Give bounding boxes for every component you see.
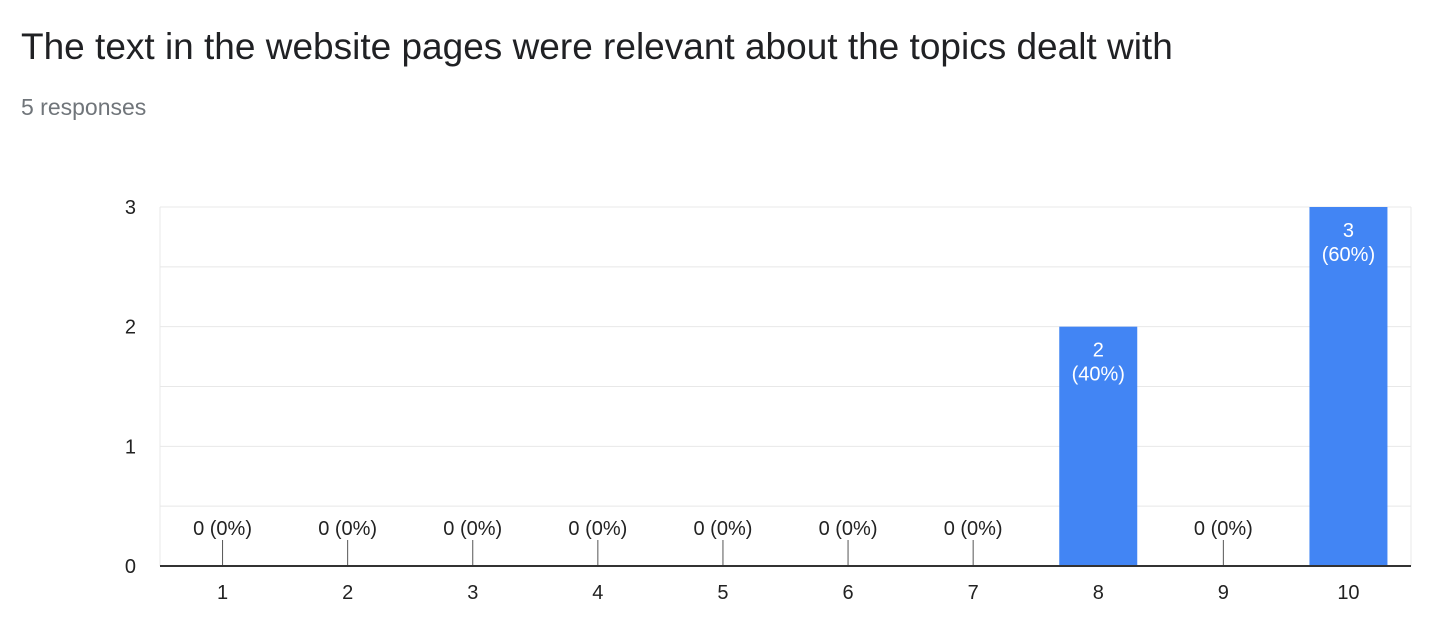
chart-title: The text in the website pages were relev…	[21, 26, 1173, 67]
data-label: 2	[1093, 340, 1104, 362]
bar[interactable]	[1309, 207, 1388, 566]
x-tick-label: 8	[1093, 582, 1104, 604]
y-tick-label: 2	[125, 317, 136, 339]
response-count: 5 responses	[21, 94, 147, 120]
data-label: 0 (0%)	[944, 518, 1003, 540]
data-label: 0 (0%)	[693, 518, 752, 540]
y-tick-label: 0	[125, 556, 136, 578]
x-tick-label: 4	[592, 582, 603, 604]
y-tick-label: 1	[125, 436, 136, 458]
data-label: 0 (0%)	[1194, 518, 1253, 540]
data-label: (40%)	[1072, 364, 1125, 386]
data-label: 0 (0%)	[443, 518, 502, 540]
data-label: (60%)	[1322, 244, 1375, 266]
x-tick-label: 1	[217, 582, 228, 604]
data-label: 0 (0%)	[819, 518, 878, 540]
y-tick-label: 3	[125, 197, 136, 219]
x-tick-label: 9	[1218, 582, 1229, 604]
x-tick-label: 2	[342, 582, 353, 604]
x-tick-label: 6	[842, 582, 853, 604]
x-tick-label: 3	[467, 582, 478, 604]
x-tick-label: 7	[968, 582, 979, 604]
data-label: 0 (0%)	[318, 518, 377, 540]
x-tick-label: 5	[717, 582, 728, 604]
data-label: 0 (0%)	[193, 518, 252, 540]
x-tick-label: 10	[1337, 582, 1359, 604]
data-label: 0 (0%)	[568, 518, 627, 540]
bar[interactable]	[1059, 326, 1138, 566]
data-label: 3	[1343, 220, 1354, 242]
